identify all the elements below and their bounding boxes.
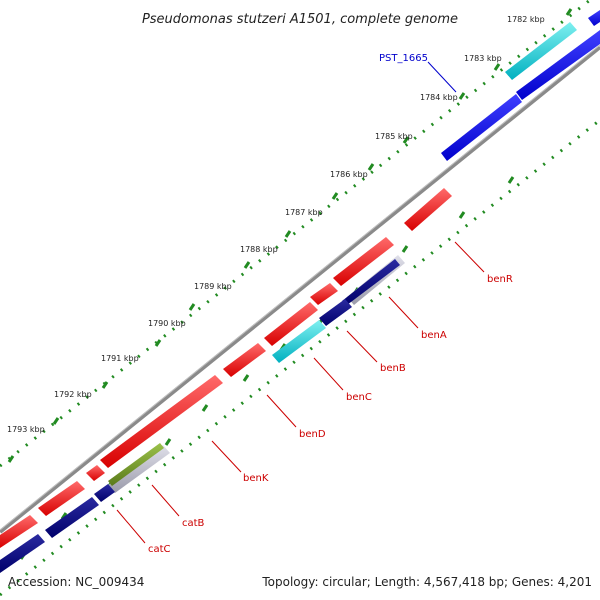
gene-benA-arrow[interactable] [333, 237, 394, 286]
gene-label-benD[interactable]: benD [299, 429, 326, 440]
accession-text: Accession: NC_009434 [8, 575, 144, 589]
reverse-strand-genes [0, 10, 600, 573]
kbp-label: 1786 kbp [330, 170, 368, 179]
gene-label-benK[interactable]: benK [243, 473, 269, 484]
leader-benK [211, 440, 242, 473]
gene-label-benR[interactable]: benR [487, 274, 513, 285]
gene-benA-navy-arrow[interactable] [342, 259, 400, 305]
gene-benB-rev-arrow[interactable] [319, 299, 352, 326]
leader-benB [346, 330, 378, 363]
leader-PST_1665 [427, 61, 457, 93]
kbp-label: 1790 kbp [148, 319, 186, 328]
gene-label-benB[interactable]: benB [380, 363, 406, 374]
gene-catB-rev-arrow[interactable] [108, 445, 170, 493]
leader-benC [313, 357, 344, 391]
leader-benR [454, 241, 485, 273]
kbp-axis-labels: 1782 kbp 1783 kbp 1784 kbp 1785 kbp 1786… [7, 15, 545, 434]
gene-benC-rev-arrow[interactable] [272, 320, 326, 363]
gene-blue-3-arrow[interactable] [441, 94, 522, 161]
leader-benA [388, 296, 419, 329]
kbp-label: 1785 kbp [375, 132, 413, 141]
gene-label-catC[interactable]: catC [148, 544, 171, 555]
kbp-label: 1791 kbp [101, 354, 139, 363]
gene-labels: PST_1665 benR benA benB benC benD benK c… [148, 53, 513, 555]
gene-label-catB[interactable]: catB [182, 518, 205, 529]
gene-catC-rev-arrow[interactable] [94, 484, 115, 502]
kbp-label: 1792 kbp [54, 390, 92, 399]
kbp-label: 1788 kbp [240, 245, 278, 254]
forward-strand-genes [0, 188, 452, 548]
gene-catB-arrow[interactable] [86, 465, 105, 481]
leader-benD [266, 394, 297, 428]
gene-benR-arrow[interactable] [404, 188, 452, 231]
gene-benD-arrow[interactable] [223, 343, 266, 377]
gene-catC-arrow[interactable] [38, 481, 85, 516]
gene-label-PST_1665[interactable]: PST_1665 [379, 53, 428, 64]
gene-benB-arrow[interactable] [310, 283, 338, 305]
kbp-label: 1782 kbp [507, 15, 545, 24]
kbp-label: 1783 kbp [464, 54, 502, 63]
gene-catB-olive-arrow[interactable] [108, 443, 164, 486]
genome-backbone-highlight [0, 44, 600, 531]
outer-major-ticks [7, 8, 573, 463]
gene-label-benA[interactable]: benA [421, 330, 447, 341]
topology-text: Topology: circular; Length: 4,567,418 bp… [261, 575, 592, 589]
label-leaders [116, 61, 485, 544]
genome-backbone [0, 45, 600, 534]
gene-PST_1665-arrow[interactable] [505, 22, 577, 80]
kbp-label: 1787 kbp [285, 208, 323, 217]
gene-blue-2-arrow[interactable] [516, 30, 600, 100]
gene-left-arrow[interactable] [0, 515, 38, 548]
kbp-label: 1784 kbp [420, 93, 458, 102]
gene-left-rev-2-arrow[interactable] [0, 534, 45, 573]
gene-benC-arrow[interactable] [264, 302, 318, 346]
outer-tick-ring [0, 0, 591, 468]
kbp-label: 1793 kbp [7, 425, 45, 434]
kbp-label: 1789 kbp [194, 282, 232, 291]
gene-benK-arrow[interactable] [100, 375, 223, 468]
gene-label-benC[interactable]: benC [346, 392, 372, 403]
gene-right-top-arrow[interactable] [588, 10, 600, 26]
leader-catC [116, 509, 146, 544]
gene-left-rev-arrow[interactable] [45, 497, 99, 538]
leader-catB [151, 484, 180, 517]
inner-tick-ring [0, 118, 600, 597]
map-title: Pseudomonas stutzeri A1501, complete gen… [142, 12, 458, 27]
